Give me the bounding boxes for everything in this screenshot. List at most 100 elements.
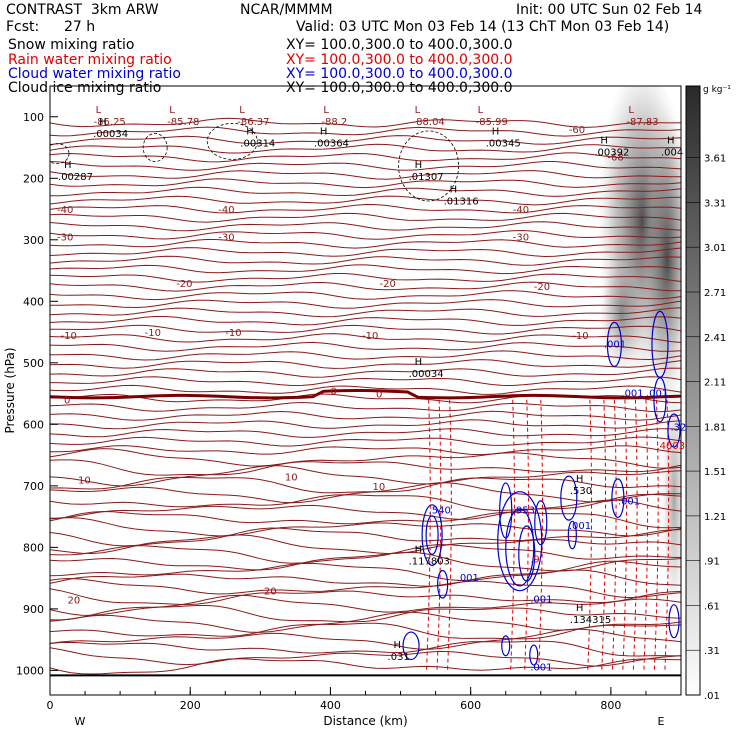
temperature-contour: [50, 143, 681, 154]
temperature-contour: [50, 476, 681, 494]
rain-contour: [510, 399, 515, 671]
low-value-label: -86.37: [237, 117, 269, 128]
temperature-contour: [50, 299, 681, 309]
y-tick-label: 500: [23, 357, 44, 370]
cloud-ice-contour: [142, 133, 168, 162]
x-tick-label: 0: [47, 699, 54, 712]
high-marker-label: H: [246, 126, 254, 137]
temperature-contour-label: 0: [376, 390, 382, 401]
plot-area: [50, 86, 681, 675]
y-tick-label: 1000: [16, 664, 44, 677]
cloud-water-contour: [534, 500, 548, 546]
cloud-water-contour: [499, 482, 513, 539]
temperature-contour-label: -10: [572, 331, 588, 342]
high-marker-label: H: [320, 126, 328, 137]
high-value-label: .00392: [594, 148, 629, 159]
temperature-contour: [50, 264, 681, 275]
init-time: Init: 00 UTC Sun 02 Feb 14: [516, 2, 703, 18]
temperature-contour: [50, 290, 681, 301]
temperature-contour: [50, 401, 681, 413]
low-value-label: -85.78: [167, 117, 199, 128]
cloud-water-contour: [497, 491, 543, 592]
colorbar-tick-label: 1.81: [704, 422, 726, 433]
high-value-label: .01307: [409, 172, 444, 183]
cloud-water-contour: [611, 478, 625, 519]
rain-contour: [622, 399, 628, 671]
temperature-contour: [50, 384, 681, 395]
forecast-label: Fcst:: [6, 19, 40, 35]
y-tick-label: 300: [23, 234, 44, 247]
rain-contour: [632, 399, 638, 671]
legend-snow-label: Snow mixing ratio: [8, 37, 135, 53]
cloud-water-contour: [425, 515, 439, 555]
high-value-label: .530: [570, 486, 592, 497]
temperature-contour: [50, 560, 681, 582]
temperature-contour: [50, 255, 681, 266]
x-tick-label: 800: [600, 699, 621, 712]
cloud-water-label: .001: [621, 389, 643, 400]
cloud-water-label: .32: [670, 422, 686, 433]
high-value-label: .00034: [93, 129, 128, 140]
x-tick-label: 600: [460, 699, 481, 712]
cloud-water-label: .001: [530, 595, 552, 606]
legend-cloudwater-xy: XY= 100.0,300.0 to 400.0,300.0: [286, 66, 513, 82]
temperature-contour: [50, 316, 681, 326]
cloud-water-label: .540: [429, 506, 451, 517]
high-value-label: .00345: [486, 138, 521, 149]
temperature-contour: [50, 410, 681, 421]
rain-contour: [611, 399, 617, 671]
temperature-contour: [50, 419, 681, 430]
rain-contour: [587, 399, 593, 671]
cloud-water-contour: [518, 525, 536, 582]
rain-contour: [664, 399, 670, 671]
cloud-water-contour: [567, 520, 577, 550]
high-value-label: .00287: [58, 172, 93, 183]
temperature-contour: [50, 178, 681, 189]
high-value-label: .00034: [409, 369, 444, 380]
low-marker-label: L: [239, 105, 245, 116]
temperature-contour-label: 20: [68, 596, 81, 607]
temperature-contour: [50, 333, 681, 343]
temperature-contour: [50, 350, 681, 361]
temperature-contour: [50, 499, 681, 520]
temperature-contour: [50, 588, 681, 606]
low-value-label: -87.83: [626, 117, 658, 128]
colorbar-tick-label: 1.51: [704, 467, 726, 478]
rain-contour: [643, 399, 649, 671]
y-tick-label: 900: [23, 603, 44, 616]
temperature-contour: [50, 647, 681, 667]
model-title: CONTRAST 3km ARW: [6, 2, 159, 18]
y-tick-label: 600: [23, 418, 44, 431]
colorbar: [685, 85, 701, 696]
temperature-contour: [50, 482, 681, 504]
cloud-water-contour: [402, 631, 420, 661]
x-tick-label: 400: [320, 699, 341, 712]
cloud-water-contour: [653, 377, 667, 423]
temperature-contour-label: -10: [225, 328, 241, 339]
temperature-contour-label: 0: [330, 387, 336, 398]
high-marker-label: H: [667, 136, 675, 147]
temperature-contour: [50, 640, 681, 657]
cloud-water-label: .953: [513, 506, 535, 517]
colorbar-tick-label: .91: [704, 557, 720, 568]
colorbar-tick-label: 2.11: [704, 378, 726, 389]
cloud-water-label: .001: [569, 521, 591, 532]
rain-label: .9: [530, 555, 540, 566]
legend-cloudice-xy: XY= 100.0,300.0 to 400.0,300.0: [286, 80, 513, 96]
temperature-contour: [50, 341, 681, 352]
temperature-contour: [50, 221, 681, 232]
high-marker-label: H: [415, 160, 423, 171]
colorbar-tick-label: 2.71: [704, 288, 726, 299]
low-value-label: -85.99: [476, 117, 508, 128]
temperature-contour: [50, 459, 681, 476]
temperature-contour-label: -60: [569, 125, 585, 136]
temperature-contour: [50, 594, 681, 616]
rain-contour: [653, 399, 659, 671]
cloud-ice-contour: [206, 122, 258, 160]
y-tick-label: 700: [23, 480, 44, 493]
temperature-contour: [50, 465, 681, 487]
cloud-water-contour: [529, 644, 539, 666]
temperature-contour: [50, 195, 681, 206]
high-marker-label: H: [450, 185, 458, 196]
